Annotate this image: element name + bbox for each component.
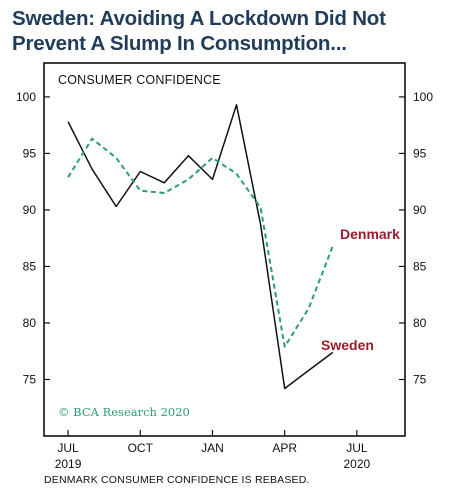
y-left-tick-label: 75: [23, 372, 37, 386]
x-axis: JUL 2019 OCT JAN APR JUL 2020: [55, 430, 371, 471]
footnote: DENMARK CONSUMER CONFIDENCE IS REBASED.: [44, 474, 310, 486]
series-line-denmark: [67, 137, 334, 348]
x-tick-year-label: 2020: [344, 457, 371, 471]
y-axis-right: 75 80 85 90 95 100: [399, 90, 433, 386]
series-label-sweden: Sweden: [321, 337, 374, 353]
x-tick-label: APR: [272, 441, 297, 455]
y-left-tick-label: 95: [23, 146, 37, 160]
y-left-tick-label: 80: [23, 316, 37, 330]
y-right-tick-label: 95: [413, 146, 427, 160]
panel-label: CONSUMER CONFIDENCE: [58, 73, 221, 87]
y-right-tick-label: 85: [413, 259, 427, 273]
series-label-denmark: Denmark: [340, 226, 400, 242]
chart-title-line-1: Sweden: Avoiding A Lockdown Did Not: [12, 7, 386, 30]
x-tick-label: JUL: [57, 441, 79, 455]
plot-frame: [43, 62, 406, 437]
series-layer: [67, 104, 334, 390]
y-left-tick-label: 90: [23, 203, 37, 217]
y-axis-left: 75 80 85 90 95 100: [16, 90, 50, 386]
y-right-tick-label: 100: [413, 90, 433, 104]
y-right-tick-label: 75: [413, 372, 427, 386]
y-left-tick-label: 100: [16, 90, 36, 104]
x-tick-year-label: 2019: [55, 457, 82, 471]
series-line-sweden: [67, 104, 334, 390]
x-tick-label: JAN: [201, 441, 224, 455]
x-tick-label: OCT: [128, 441, 154, 455]
y-right-tick-label: 90: [413, 203, 427, 217]
x-tick-label: JUL: [346, 441, 368, 455]
y-right-tick-label: 80: [413, 316, 427, 330]
y-left-tick-label: 85: [23, 259, 37, 273]
chart-title-line-2: Prevent A Slump In Consumption...: [12, 32, 347, 55]
chart-title: Sweden: Avoiding A Lockdown Did Not Prev…: [12, 6, 447, 56]
source-note: © BCA Research 2020: [58, 405, 190, 419]
